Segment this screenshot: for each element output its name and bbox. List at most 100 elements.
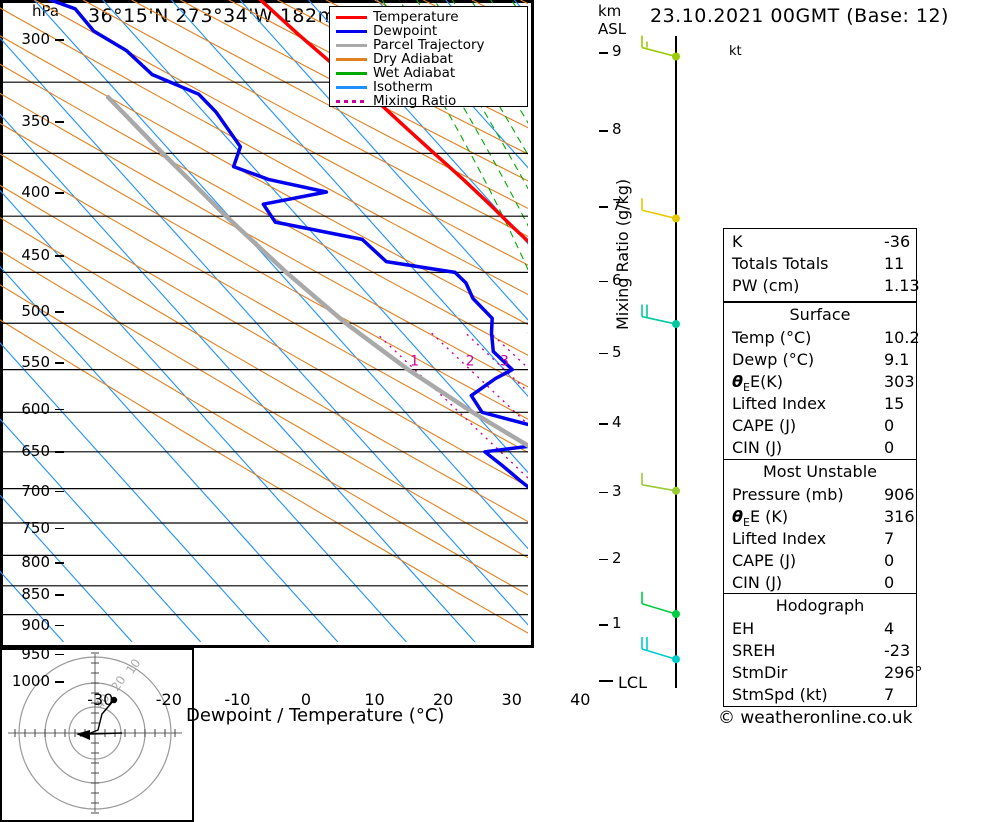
panel-row-value: 10.2	[884, 328, 920, 347]
isotherm-line	[239, 0, 528, 321]
pressure-axis-tick	[55, 527, 64, 530]
pressure-axis-label: 350	[21, 112, 50, 131]
pressure-axis-tick	[55, 594, 64, 596]
legend-swatch	[336, 16, 367, 19]
pressure-axis-tick	[55, 311, 64, 313]
surface-panel: Surface Temp (°C) 10.2 Dewp (°C) 9.1 θEE(K) 30…	[723, 302, 920, 462]
pressure-axis-label: 800	[21, 553, 50, 571]
panel-row-value: 7	[884, 529, 895, 548]
isotherm-line	[0, 570, 64, 642]
isotherm-line	[102, 0, 528, 474]
mixing-ratio-line	[375, 332, 528, 479]
legend-item: Wet Adiabat	[330, 65, 527, 81]
panel-row-value: 7	[884, 685, 895, 704]
pressure-axis-label: 550	[21, 353, 50, 372]
altitude-axis-tick	[599, 206, 608, 208]
lcl-tick	[599, 680, 613, 682]
panel-row-value: 0	[884, 551, 895, 570]
dry-adiabat-line	[0, 153, 528, 454]
altitude-axis-label: 5	[612, 342, 622, 361]
pressure-axis-tick	[55, 255, 64, 257]
panel-row: EH 4	[724, 618, 916, 641]
mixing-ratio-label: 3	[500, 354, 509, 370]
panel-row: CIN (J) 0	[724, 437, 916, 460]
panel-row: StmSpd (kt) 7	[724, 684, 916, 707]
legend-box: Temperature Dewpoint Parcel Trajectory Dry …	[329, 6, 528, 109]
altitude-axis-tick	[599, 558, 608, 561]
wind-barb	[641, 198, 680, 223]
pressure-axis-tick	[55, 653, 64, 656]
legend-swatch	[336, 44, 367, 47]
isotherm-line	[308, 0, 528, 245]
indices-panel: K -36 Totals Totals 11 PW (cm) 1.13	[723, 228, 920, 302]
profile-line-parcel-trajectory	[105, 94, 528, 449]
altitude-axis-tick	[599, 491, 608, 494]
altitude-axis-tick	[599, 280, 608, 282]
altitude-axis-label: 1	[612, 614, 622, 633]
pressure-axis-label: 850	[21, 585, 50, 604]
dry-adiabat-line	[131, 0, 528, 210]
legend-label: Dewpoint	[373, 23, 438, 39]
skewt-sounding-page: hPa 36°15'N 273°34'W 182m ASL km ASL 23.…	[0, 0, 949, 822]
panel-row-key: K	[732, 232, 743, 251]
pressure-axis-label: 950	[21, 644, 50, 663]
panel-title: Most Unstable	[763, 462, 877, 481]
legend-label: Isotherm	[373, 79, 433, 95]
lcl-label: LCL	[618, 673, 647, 692]
pressure-axis-label: 500	[21, 302, 50, 321]
dry-adiabat-line	[0, 35, 528, 326]
dry-adiabat-line	[82, 0, 528, 238]
panel-row-value: 1.13	[884, 276, 920, 295]
legend-item: Parcel Trajectory	[330, 37, 527, 53]
isotherm-line	[171, 0, 528, 398]
legend-swatch	[336, 30, 367, 33]
altitude-axis-label: 7	[612, 196, 622, 215]
altitude-axis-tick	[599, 130, 608, 132]
dry-adiabat-line	[0, 217, 528, 523]
wind-barb	[641, 472, 680, 495]
legend-label: Parcel Trajectory	[373, 37, 485, 53]
legend-label: Wet Adiabat	[373, 65, 456, 81]
panel-row: CAPE (J) 0	[724, 550, 916, 573]
panel-row-value: 0	[884, 416, 895, 435]
wind-barb-column	[641, 35, 680, 688]
altitude-axis-label: 2	[612, 548, 622, 567]
isotherm-line	[0, 418, 202, 642]
panel-row-value: 11	[884, 254, 905, 273]
isotherm-line	[33, 0, 528, 550]
date-title: 23.10.2021 00GMT (Base: 12)	[650, 5, 949, 27]
altitude-axis-tick	[599, 624, 608, 626]
panel-row-key: Lifted Index	[732, 394, 827, 413]
pressure-axis-label: 750	[21, 518, 50, 537]
pressure-axis-tick	[55, 490, 64, 493]
x-axis-label: -10	[224, 690, 251, 709]
altitude-axis-label: 9	[612, 42, 622, 61]
legend-label: Mixing Ratio	[373, 93, 457, 109]
dry-adiabat-line	[180, 0, 528, 182]
panel-row-value: 0	[884, 573, 895, 592]
legend-swatch	[336, 86, 367, 89]
panel-row-value: 906	[884, 485, 915, 504]
legend-swatch	[336, 72, 367, 75]
panel-row-key: StmDir	[732, 663, 788, 682]
wet-adiabat-line	[399, 0, 528, 227]
panel-row: SREH -23	[724, 640, 916, 663]
panel-row: PW (cm) 1.13	[724, 275, 920, 298]
pressure-axis-label: 900	[21, 615, 50, 634]
pressure-unit-label: hPa	[32, 2, 60, 20]
legend-item: Temperature	[330, 9, 527, 25]
panel-row: Dewp (°C) 9.1	[724, 349, 916, 372]
panel-row-key: Dewp (°C)	[732, 350, 815, 369]
copyright-label: © weatheronline.co.uk	[718, 708, 913, 728]
hodograph-stats-panel: Hodograph EH 4 SREH -23 StmDir 296° StmSpd (kt)…	[723, 593, 923, 707]
legend-swatch	[336, 100, 367, 103]
dry-adiabat-line	[0, 7, 528, 296]
legend-label: Dry Adiabat	[373, 51, 453, 67]
dry-adiabat-line	[0, 319, 528, 634]
x-axis-label: 10	[364, 690, 385, 709]
panel-row-key: SREH	[732, 641, 776, 660]
panel-row: CIN (J) 0	[724, 572, 916, 595]
pressure-axis-label: 600	[21, 399, 50, 418]
panel-row-key: Pressure (mb)	[732, 485, 844, 504]
skewt-plot[interactable]: 1 2 3	[0, 0, 534, 648]
